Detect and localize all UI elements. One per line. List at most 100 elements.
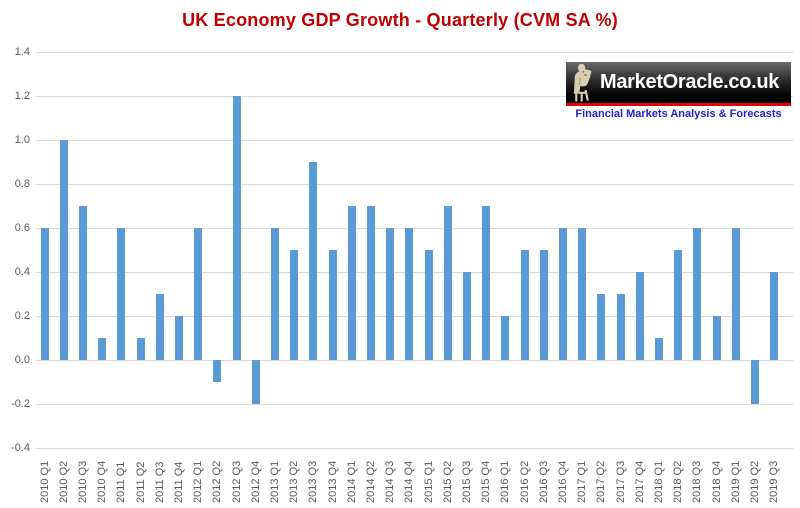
gridline	[36, 448, 793, 449]
x-axis-tick-label: 2018 Q1	[652, 460, 665, 503]
x-axis-tick-label: 2018 Q2	[672, 460, 685, 503]
x-axis-tick-label: 2012 Q2	[211, 460, 224, 503]
y-axis-tick-label: 0.8	[14, 178, 30, 190]
bar	[731, 228, 740, 360]
bar	[635, 272, 644, 360]
x-axis-tick-label: 2010 Q4	[96, 460, 109, 503]
x-axis-tick-label: 2016 Q3	[537, 460, 550, 503]
x-axis-tick-label: 2019 Q2	[748, 460, 761, 503]
oracle-statue-icon	[569, 63, 599, 102]
bar	[136, 338, 145, 360]
bar	[597, 294, 606, 360]
x-axis-tick-label: 2017 Q3	[614, 460, 627, 503]
bar	[174, 316, 183, 360]
x-axis-tick-label: 2017 Q1	[576, 460, 589, 503]
y-axis-tick-label: 0.6	[14, 222, 30, 234]
x-axis-tick-label: 2017 Q4	[633, 460, 646, 503]
x-axis-tick-label: 2016 Q4	[556, 460, 569, 503]
gridline	[36, 96, 793, 97]
gridline	[36, 228, 793, 229]
x-axis-tick-label: 2011 Q4	[172, 461, 185, 503]
x-axis-tick-label: 2018 Q3	[691, 460, 704, 503]
gridline	[36, 184, 793, 185]
logo-brand-text: MarketOracle.co.uk	[600, 71, 780, 93]
bar	[309, 162, 318, 360]
bar	[750, 360, 759, 404]
x-axis-tick-label: 2010 Q1	[38, 460, 51, 503]
bar	[194, 228, 203, 360]
bar	[482, 206, 491, 360]
x-axis-tick-label: 2015 Q1	[422, 460, 435, 503]
x-axis-tick-label: 2014 Q2	[364, 460, 377, 503]
gridline	[36, 140, 793, 141]
bar	[232, 96, 241, 360]
bar	[501, 316, 510, 360]
chart-title: UK Economy GDP Growth - Quarterly (CVM S…	[182, 10, 618, 30]
x-axis-tick-label: 2019 Q1	[729, 460, 742, 503]
bar	[117, 228, 126, 360]
marketoracle-logo[interactable]: MarketOracle.co.uk Financial Markets Ana…	[566, 62, 791, 120]
logo-banner: MarketOracle.co.uk	[566, 62, 791, 103]
bar	[424, 250, 433, 360]
x-axis-tick-label: 2014 Q3	[384, 460, 397, 503]
x-axis-tick-label: 2011 Q3	[153, 461, 166, 503]
bar	[251, 360, 260, 404]
bar	[213, 360, 222, 382]
y-axis-tick-label: 1.4	[14, 46, 30, 58]
bar	[40, 228, 49, 360]
bar	[770, 272, 779, 360]
x-axis-tick-label: 2013 Q1	[268, 460, 281, 503]
x-axis-tick-label: 2015 Q2	[441, 460, 454, 503]
gridline	[36, 316, 793, 317]
logo-red-stripe	[566, 103, 791, 106]
y-axis-tick-label: 0.4	[14, 266, 30, 278]
bar	[59, 140, 68, 360]
gridline	[36, 52, 793, 53]
gridline	[36, 360, 793, 361]
logo-tagline: Financial Markets Analysis & Forecasts	[566, 106, 791, 120]
bar	[386, 228, 395, 360]
y-axis-tick-label: 1.2	[14, 90, 30, 102]
x-axis-tick-label: 2016 Q1	[499, 460, 512, 503]
bar	[712, 316, 721, 360]
x-axis-tick-label: 2013 Q4	[326, 460, 339, 503]
x-axis-tick-label: 2015 Q3	[460, 460, 473, 503]
y-axis-tick-label: -0.4	[11, 442, 30, 454]
x-axis-tick-label: 2012 Q4	[249, 460, 262, 503]
x-axis-tick-label: 2011 Q1	[115, 461, 128, 503]
bar	[558, 228, 567, 360]
x-axis-tick-label: 2017 Q2	[595, 460, 608, 503]
gridline	[36, 404, 793, 405]
bar	[462, 272, 471, 360]
x-axis-tick-label: 2019 Q3	[768, 460, 781, 503]
x-axis-tick-label: 2018 Q4	[710, 460, 723, 503]
y-axis-tick-label: 0.2	[14, 310, 30, 322]
x-axis-tick-label: 2010 Q3	[76, 460, 89, 503]
bar	[98, 338, 107, 360]
y-axis-tick-label: 0.0	[14, 354, 30, 366]
bar	[539, 250, 548, 360]
x-axis-tick-label: 2013 Q2	[288, 460, 301, 503]
bar	[578, 228, 587, 360]
y-axis-tick-label: 1.0	[14, 134, 30, 146]
x-axis-tick-label: 2010 Q2	[57, 460, 70, 503]
bar	[616, 294, 625, 360]
bar	[405, 228, 414, 360]
x-axis-tick-label: 2014 Q4	[403, 460, 416, 503]
bar	[78, 206, 87, 360]
x-axis-tick-label: 2013 Q3	[307, 460, 320, 503]
bar	[155, 294, 164, 360]
bar	[520, 250, 529, 360]
bar	[443, 206, 452, 360]
x-axis-tick-label: 2014 Q1	[345, 460, 358, 503]
x-axis-tick-label: 2015 Q4	[480, 460, 493, 503]
x-axis-tick-label: 2016 Q2	[518, 460, 531, 503]
bar	[674, 250, 683, 360]
x-axis-tick-label: 2012 Q1	[192, 460, 205, 503]
bar	[366, 206, 375, 360]
bar	[270, 228, 279, 360]
x-axis-tick-label: 2012 Q3	[230, 460, 243, 503]
bar	[347, 206, 356, 360]
bar	[654, 338, 663, 360]
